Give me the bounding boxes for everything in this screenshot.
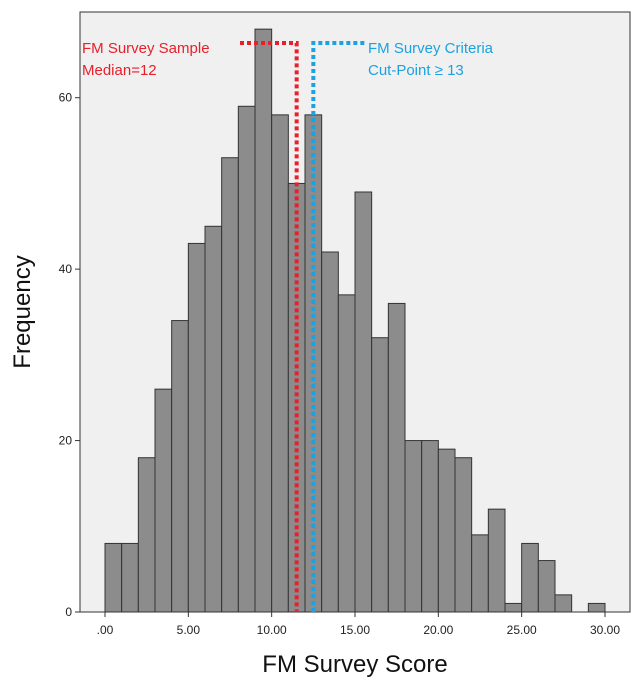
histogram-bar <box>454 457 473 613</box>
histogram-bar <box>204 225 223 613</box>
median-reference-line <box>240 41 299 612</box>
x-tick-label: 20.00 <box>423 623 453 637</box>
x-tick-label: 5.00 <box>177 623 201 637</box>
cutpoint-annotation-text: FM Survey Criteria <box>368 40 494 57</box>
cutpoint-reference-line <box>311 41 365 612</box>
x-tick-label: 30.00 <box>590 623 620 637</box>
histogram-bar <box>554 594 573 613</box>
median-annotation-text: FM Survey Sample <box>82 40 210 57</box>
x-tick-label: 10.00 <box>257 623 287 637</box>
histogram-bar <box>537 560 556 613</box>
histogram-bar <box>404 440 423 613</box>
histogram-bar <box>587 602 606 613</box>
histogram-bar <box>471 534 489 613</box>
histogram-bar <box>237 105 256 613</box>
cutpoint-annotation-text: Cut-Point ≥ 13 <box>368 62 464 79</box>
histogram-bar <box>371 337 389 613</box>
x-tick-label: 15.00 <box>340 623 370 637</box>
y-tick-label: 60 <box>59 91 73 105</box>
histogram-bar <box>221 157 239 613</box>
histogram-bar <box>421 440 439 613</box>
histogram-bar <box>437 448 456 613</box>
histogram-bar <box>521 542 539 613</box>
annotations: FM Survey Sample Median=12 FM Survey Crite… <box>82 40 494 79</box>
y-axis: 0 20 40 60 <box>59 91 80 619</box>
histogram-bar <box>337 294 356 613</box>
histogram-bar <box>254 28 273 613</box>
x-tick-label: 25.00 <box>507 623 537 637</box>
x-axis-title: FM Survey Score <box>262 651 447 678</box>
histogram-bar <box>104 542 123 613</box>
histogram-bar <box>354 191 373 613</box>
histogram-bar <box>121 542 139 613</box>
x-tick-label: .00 <box>97 623 114 637</box>
y-tick-label: 0 <box>65 605 72 619</box>
y-tick-label: 20 <box>59 434 73 448</box>
histogram-bar <box>154 388 173 613</box>
histogram-bar <box>387 302 406 613</box>
histogram-bar <box>171 320 189 613</box>
x-axis: .00 5.00 10.00 15.00 20.00 25.00 30.00 <box>97 612 620 637</box>
histogram-bar <box>504 602 523 613</box>
histogram-bar <box>321 251 339 613</box>
median-annotation-text: Median=12 <box>82 62 157 79</box>
y-axis-title: Frequency <box>9 255 36 368</box>
y-tick-label: 40 <box>59 262 73 276</box>
histogram-bar <box>487 508 506 613</box>
histogram-bar <box>271 114 289 613</box>
histogram-bar <box>187 242 206 613</box>
reference-lines <box>240 41 365 612</box>
histogram-bar <box>137 457 156 613</box>
bars-group <box>104 28 606 613</box>
